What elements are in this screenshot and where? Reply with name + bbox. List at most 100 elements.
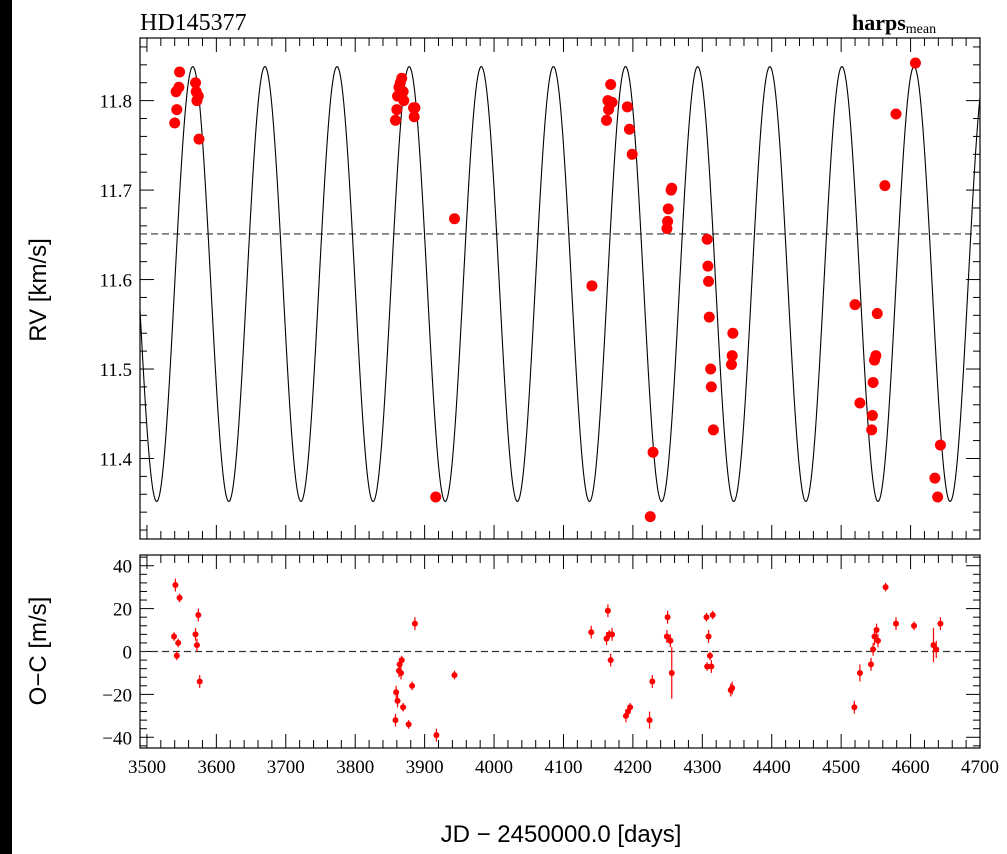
- orbit-model-curve: [140, 66, 980, 502]
- rv-point: [626, 148, 638, 160]
- rv-point: [932, 491, 944, 503]
- rv-point: [644, 511, 656, 523]
- residual-point: [868, 661, 875, 668]
- residual-point: [451, 672, 458, 679]
- x-tick-label: 4700: [961, 757, 999, 778]
- rv-point: [866, 424, 878, 436]
- x-tick-label: 3500: [128, 757, 166, 778]
- x-axis-label: JD − 2450000.0 [days]: [441, 821, 682, 848]
- residual-point: [663, 633, 670, 640]
- residual-y-tick-label: −40: [102, 728, 132, 749]
- residual-point: [911, 622, 918, 629]
- residual-point: [649, 678, 656, 685]
- residual-point: [664, 614, 671, 621]
- rv-y-axis-label: RV [km/s]: [25, 238, 52, 342]
- rv-point: [169, 117, 181, 129]
- rv-point: [705, 381, 717, 393]
- x-tick-labels: 3500 3600 3700 3800 3900 4000 4100 4200 4300 4400…: [128, 757, 999, 778]
- rv-point: [725, 359, 737, 371]
- residual-point: [193, 642, 200, 649]
- rv-point: [647, 446, 659, 458]
- residual-point: [873, 627, 880, 634]
- residual-point: [856, 669, 863, 676]
- residual-point: [882, 584, 889, 591]
- residual-point: [604, 607, 611, 614]
- rv-point: [934, 439, 946, 451]
- x-tick-label: 3700: [267, 757, 305, 778]
- rv-point: [173, 81, 185, 93]
- rv-y-tick-label: 11.5: [99, 360, 132, 381]
- rv-point: [890, 108, 902, 120]
- x-tick-label: 3600: [197, 757, 235, 778]
- residual-point: [893, 620, 899, 627]
- rv-y-tick-label: 11.8: [99, 92, 132, 113]
- residual-point: [409, 682, 416, 689]
- residual-point: [176, 594, 183, 601]
- x-tick-label: 3900: [406, 757, 444, 778]
- rv-point: [398, 95, 410, 107]
- rv-point: [601, 114, 613, 126]
- rv-y-tick-label: 11.4: [99, 449, 132, 470]
- rv-point: [849, 299, 861, 311]
- dataset-label-sub: mean: [906, 22, 936, 37]
- residual-point: [709, 612, 716, 619]
- chart-title: HD145377: [140, 10, 247, 36]
- residual-point: [646, 717, 653, 724]
- rv-plot-frame: [139, 37, 981, 540]
- rv-point: [448, 213, 460, 225]
- residual-y-tick-label: 0: [123, 643, 133, 664]
- residual-point: [851, 704, 858, 711]
- rv-point: [703, 311, 715, 323]
- rv-point: [408, 111, 420, 123]
- residual-point: [398, 657, 405, 664]
- residual-point: [667, 637, 674, 644]
- rv-point: [606, 96, 618, 108]
- residual-y-axis-label: O−C [m/s]: [25, 597, 52, 706]
- rv-point: [701, 233, 713, 245]
- rv-point: [391, 104, 403, 116]
- residual-y-tick-labels: −40 −20 0 20 40: [102, 557, 132, 750]
- rv-point: [707, 424, 719, 436]
- residual-point: [405, 721, 412, 728]
- rv-point: [702, 260, 714, 272]
- rv-point: [586, 280, 598, 292]
- x-tick-label: 4100: [544, 757, 582, 778]
- rv-point: [705, 363, 717, 375]
- residual-point: [171, 633, 178, 640]
- residual-point: [705, 633, 712, 640]
- rv-point: [621, 101, 633, 113]
- rv-point: [605, 79, 617, 91]
- x-tick-label: 4000: [475, 757, 513, 778]
- residual-y-tick-label: 40: [113, 557, 132, 578]
- residual-point: [937, 620, 944, 627]
- rv-data-points: [169, 57, 946, 523]
- x-tick-label: 4300: [683, 757, 721, 778]
- left-border-strip: [0, 0, 12, 854]
- residual-point: [173, 652, 180, 659]
- residual-point: [603, 635, 610, 642]
- rv-point: [171, 104, 183, 116]
- rv-point: [703, 275, 715, 287]
- rv-point: [430, 491, 442, 503]
- residual-y-tick-label: 20: [113, 600, 132, 621]
- rv-point: [929, 472, 941, 484]
- residual-point: [588, 629, 595, 636]
- residual-point: [933, 646, 940, 653]
- residual-axis-ticks: [140, 555, 981, 748]
- rv-point: [396, 72, 408, 84]
- rv-point: [662, 215, 674, 227]
- rv-y-tick-labels: 11.4 11.5 11.6 11.7 11.8: [99, 92, 132, 471]
- residual-point: [195, 612, 202, 619]
- residual-point: [609, 631, 616, 638]
- x-tick-label: 4600: [892, 757, 930, 778]
- rv-point: [666, 182, 678, 194]
- residual-point: [394, 697, 401, 704]
- rv-point: [409, 102, 421, 114]
- residual-point: [668, 669, 675, 676]
- residual-point: [411, 620, 418, 627]
- rv-y-tick-label: 11.7: [99, 181, 132, 202]
- residual-point: [874, 637, 881, 644]
- rv-point: [870, 350, 882, 362]
- residual-data-points: [171, 578, 944, 742]
